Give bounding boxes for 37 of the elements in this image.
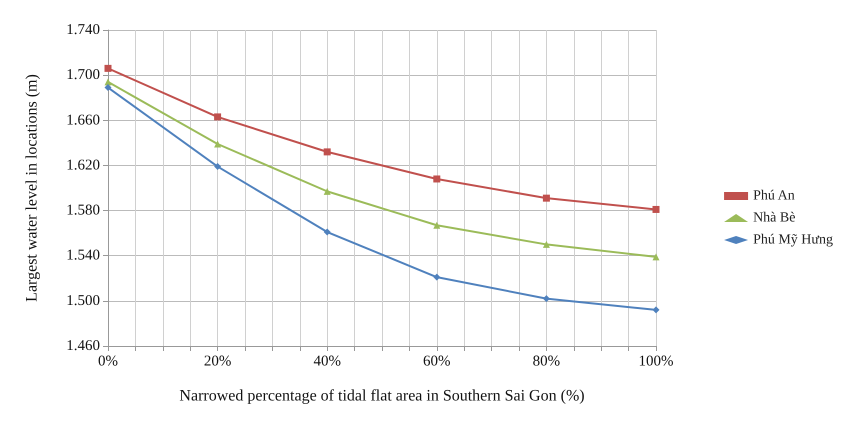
point (104, 84, 112, 92)
y-tick-label: 1.460 (66, 338, 100, 354)
point (542, 240, 550, 248)
point (214, 163, 222, 170)
y-tick-label: 1.500 (66, 292, 100, 309)
x-axis-title: Narrowed percentage of tidal flat area in Southern Sai Gon (%) (179, 388, 585, 404)
point (433, 222, 440, 229)
point (104, 64, 112, 72)
x-tick-label: 60% (423, 354, 451, 370)
x-tick-label: 0% (98, 354, 118, 370)
point (324, 228, 331, 236)
y-tick-label: 1.540 (66, 248, 100, 264)
point (652, 306, 660, 314)
legend-label: Phú Mỹ Hưng (753, 232, 834, 248)
point (324, 188, 331, 195)
point (652, 253, 660, 260)
y-tick-label: 1.700 (66, 67, 100, 84)
point (214, 113, 222, 120)
legend-label: Phú An (753, 188, 795, 204)
x-tick-label: 40% (313, 354, 341, 370)
y-tick-label: 1.580 (66, 202, 100, 219)
y-tick-label: 1.660 (66, 112, 100, 128)
point (324, 148, 331, 156)
point (542, 295, 550, 302)
point (652, 206, 660, 213)
point (433, 274, 440, 281)
y-tick-label: 1.740 (66, 22, 100, 38)
x-tick-label: 20% (204, 354, 232, 370)
point (542, 194, 550, 202)
legend-label: Nhà Bè (753, 210, 796, 226)
x-tick-label: 100% (638, 354, 674, 370)
y-axis-title: Largest water level in locations (m) (24, 74, 40, 302)
point (433, 175, 440, 182)
point (214, 140, 222, 148)
y-tick-label: 1.620 (66, 157, 100, 174)
x-tick-label: 80% (532, 354, 560, 370)
point (104, 78, 112, 86)
